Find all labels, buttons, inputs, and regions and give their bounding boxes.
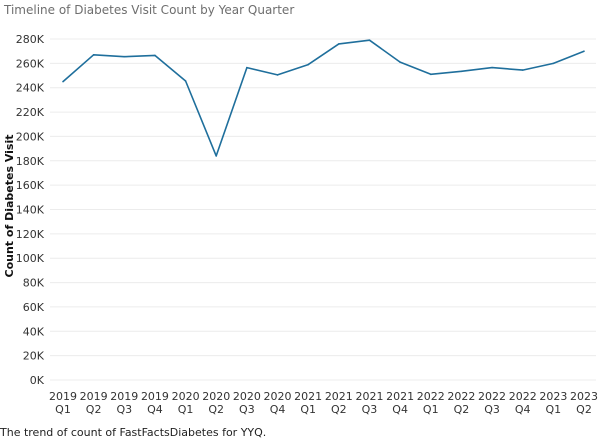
y-tick-label: 60K (23, 301, 45, 314)
data-point (583, 50, 585, 52)
x-tick-year: 2021 (355, 390, 383, 403)
x-tick-quarter: Q1 (300, 403, 316, 416)
data-point (276, 74, 279, 76)
y-tick-label: 280K (16, 33, 45, 46)
x-tick-quarter: Q2 (331, 403, 347, 416)
y-tick-label: 40K (23, 325, 45, 338)
y-tick-label: 160K (16, 179, 45, 192)
y-tick-label: 0K (30, 374, 45, 387)
data-point (184, 80, 187, 82)
y-tick-label: 140K (16, 204, 45, 217)
data-point (399, 61, 401, 63)
y-tick-label: 100K (16, 252, 45, 265)
x-axis-ticks: 2019Q12019Q22019Q32019Q42020Q12020Q22020… (49, 390, 598, 416)
y-axis-label: Count of Diabetes Visit (3, 135, 16, 278)
x-tick-year: 2021 (325, 390, 353, 403)
y-tick-label: 220K (16, 106, 45, 119)
x-tick-quarter: Q4 (147, 403, 163, 416)
data-point (368, 39, 371, 42)
x-tick-year: 2020 (202, 390, 230, 403)
chart-caption: The trend of count of FastFactsDiabetes … (0, 426, 267, 439)
data-point (154, 54, 156, 57)
x-tick-year: 2022 (417, 390, 445, 403)
data-point (429, 73, 432, 76)
series-line (62, 39, 585, 157)
x-tick-quarter: Q2 (208, 403, 224, 416)
x-tick-year: 2022 (447, 390, 475, 403)
x-tick-year: 2021 (386, 390, 414, 403)
data-point (215, 155, 218, 157)
data-point (307, 63, 309, 66)
y-tick-label: 120K (16, 228, 45, 241)
y-tick-label: 240K (16, 82, 45, 95)
y-tick-label: 80K (23, 277, 45, 290)
x-tick-year: 2021 (294, 390, 322, 403)
x-tick-year: 2019 (49, 390, 77, 403)
y-tick-label: 260K (16, 57, 45, 70)
x-tick-year: 2023 (570, 390, 598, 403)
x-tick-year: 2019 (110, 390, 138, 403)
data-point (246, 66, 248, 69)
data-point (491, 66, 493, 69)
x-tick-quarter: Q1 (546, 403, 562, 416)
data-point (521, 69, 524, 71)
y-axis-ticks: 0K 20K 40K 60K 80K 100K 120K 140K 160K 180K 200K 22… (16, 33, 45, 387)
y-tick-label: 20K (23, 350, 45, 363)
x-tick-quarter: Q4 (392, 403, 408, 416)
x-tick-year: 2020 (264, 390, 292, 403)
data-point (460, 70, 463, 73)
x-tick-quarter: Q3 (484, 403, 500, 416)
data-point (552, 62, 555, 65)
chart-title: Timeline of Diabetes Visit Count by Year… (4, 3, 295, 17)
y-tick-label: 200K (16, 130, 45, 143)
x-tick-quarter: Q1 (178, 403, 194, 416)
x-tick-quarter: Q4 (270, 403, 286, 416)
data-point (338, 43, 340, 45)
x-tick-quarter: Q2 (576, 403, 592, 416)
x-tick-year: 2019 (80, 390, 108, 403)
x-tick-quarter: Q4 (515, 403, 531, 416)
data-point (123, 55, 126, 58)
x-tick-quarter: Q3 (116, 403, 132, 416)
x-tick-year: 2020 (233, 390, 261, 403)
x-tick-year: 2023 (539, 390, 567, 403)
x-tick-quarter: Q3 (362, 403, 378, 416)
x-tick-year: 2022 (478, 390, 506, 403)
data-point (62, 80, 64, 83)
y-tick-label: 180K (16, 155, 45, 168)
gridlines (50, 38, 596, 381)
x-tick-quarter: Q2 (86, 403, 102, 416)
data-point (92, 54, 95, 56)
x-tick-year: 2022 (509, 390, 537, 403)
x-tick-quarter: Q2 (454, 403, 470, 416)
x-tick-quarter: Q1 (55, 403, 71, 416)
x-tick-quarter: Q3 (239, 403, 255, 416)
x-tick-year: 2020 (172, 390, 200, 403)
x-tick-quarter: Q1 (423, 403, 439, 416)
series-layer (62, 39, 585, 157)
x-tick-year: 2019 (141, 390, 169, 403)
